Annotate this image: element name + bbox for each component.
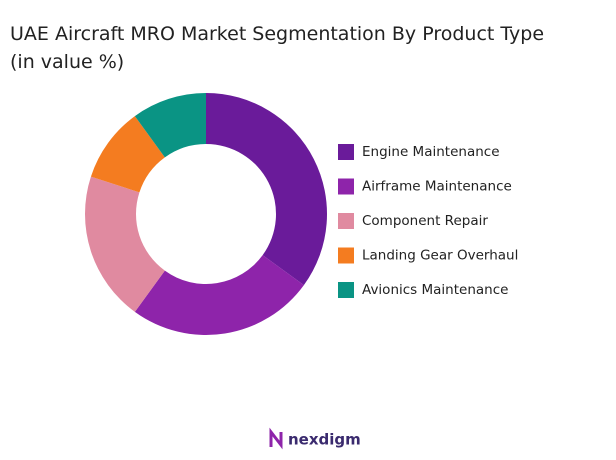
legend-label: Airframe Maintenance: [362, 179, 512, 195]
chart-subtitle: (in value %): [10, 51, 124, 73]
donut-slice: [85, 176, 165, 312]
donut-slice: [134, 93, 206, 158]
logo-text: nexdigm: [288, 431, 361, 449]
chart-title: UAE Aircraft MRO Market Segmentation By …: [10, 23, 544, 45]
legend-swatch: [338, 144, 354, 160]
donut-slice: [206, 93, 327, 286]
legend-label: Avionics Maintenance: [362, 282, 508, 298]
legend-swatch: [338, 178, 354, 195]
legend-label: Engine Maintenance: [362, 144, 500, 160]
legend-swatch: [338, 213, 354, 229]
donut-slice: [90, 116, 165, 193]
legend-label: Landing Gear Overhaul: [362, 248, 518, 264]
legend-swatch: [338, 247, 354, 264]
logo-icon: [269, 427, 283, 450]
donut-slice: [134, 255, 304, 335]
legend-swatch: [338, 282, 354, 298]
logo: nexdigm: [269, 427, 361, 450]
legend-label: Component Repair: [362, 213, 488, 229]
